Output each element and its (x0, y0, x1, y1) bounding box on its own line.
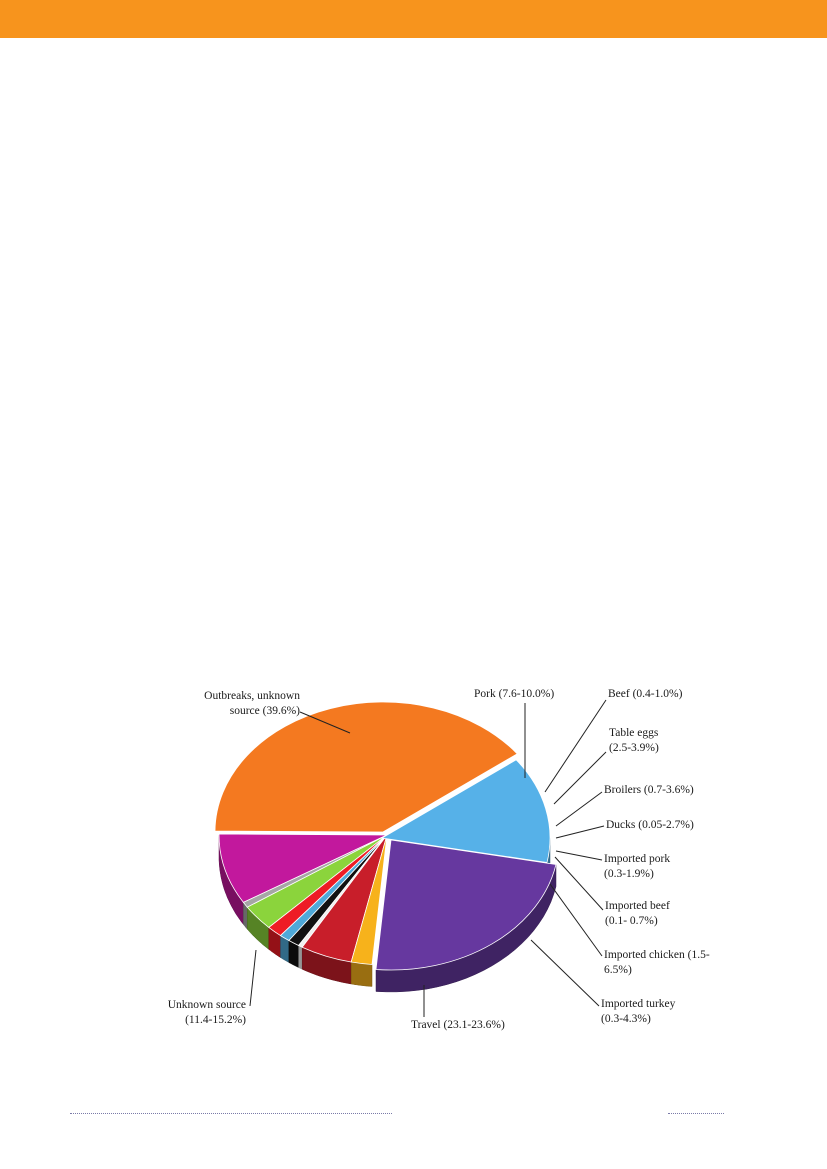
label-line: Ducks (0.05-2.7%) (606, 819, 694, 831)
pie-slice-unknown-source (380, 759, 551, 863)
leader-line-unknown-source (249, 949, 257, 1007)
label-line: Travel (23.1-23.6%) (411, 1019, 505, 1031)
label-outbreaks: Outbreaks, unknown source (39.6%) (204, 690, 300, 717)
pie-side-imported-beef (298, 944, 303, 970)
label-broilers: Broilers (0.7-3.6%) (604, 784, 694, 796)
label-line: Imported beef (605, 900, 670, 912)
leader-line-imported-beef (554, 856, 604, 911)
label-pork: Pork (7.6-10.0%) (474, 688, 554, 700)
leader-line-outbreaks (299, 711, 351, 734)
label-line: (2.5-3.9%) (609, 742, 659, 754)
leader-line-ducks (555, 825, 605, 839)
leader-line-beef (544, 699, 607, 793)
label-line: Beef (0.4-1.0%) (608, 688, 683, 700)
leader-line-broilers (555, 791, 603, 827)
label-line: Table eggs (609, 727, 659, 739)
label-imported-beef: Imported beef (0.1- 0.7%) (605, 900, 670, 927)
label-line: (0.1- 0.7%) (605, 915, 658, 927)
leader-line-imported-pork (555, 850, 603, 861)
label-ducks: Ducks (0.05-2.7%) (606, 819, 694, 831)
label-unknown-source: Unknown source (11.4-15.2%) (168, 999, 246, 1026)
label-line: (0.3-4.3%) (601, 1013, 651, 1025)
label-line: Imported chicken (1.5- (604, 949, 710, 961)
footer-rule-right (668, 1113, 724, 1114)
label-line: 6.5%) (604, 964, 632, 976)
footer-rule-left (70, 1113, 392, 1114)
pie-slice-travel (375, 839, 557, 971)
label-travel: Travel (23.1-23.6%) (411, 1019, 505, 1031)
pie-slice-imported-turkey (350, 834, 388, 965)
label-line: Unknown source (168, 999, 246, 1011)
label-line: Outbreaks, unknown (204, 690, 300, 702)
label-line: (11.4-15.2%) (185, 1014, 246, 1026)
pie-slice-pork (218, 833, 388, 903)
label-table-eggs: Table eggs (2.5-3.9%) (609, 727, 659, 754)
leader-line-table-eggs (553, 751, 607, 805)
label-imported-pork: Imported pork (0.3-1.9%) (604, 853, 670, 880)
label-line: Imported pork (604, 853, 670, 865)
pie-side-imported-turkey (350, 961, 373, 987)
label-imported-turkey: Imported turkey (0.3-4.3%) (601, 998, 676, 1025)
leader-line-imported-turkey (530, 939, 600, 1007)
leader-line-imported-chicken (549, 883, 603, 957)
label-line: Imported turkey (601, 998, 676, 1010)
label-line: (0.3-1.9%) (604, 868, 654, 880)
header-accent-bar (0, 0, 827, 38)
label-line: Pork (7.6-10.0%) (474, 688, 554, 700)
label-beef: Beef (0.4-1.0%) (608, 688, 683, 700)
label-imported-chicken: Imported chicken (1.5- 6.5%) (604, 949, 710, 976)
label-line: source (39.6%) (230, 705, 300, 717)
pie-slice-outbreaks (214, 701, 518, 833)
label-line: Broilers (0.7-3.6%) (604, 784, 694, 796)
